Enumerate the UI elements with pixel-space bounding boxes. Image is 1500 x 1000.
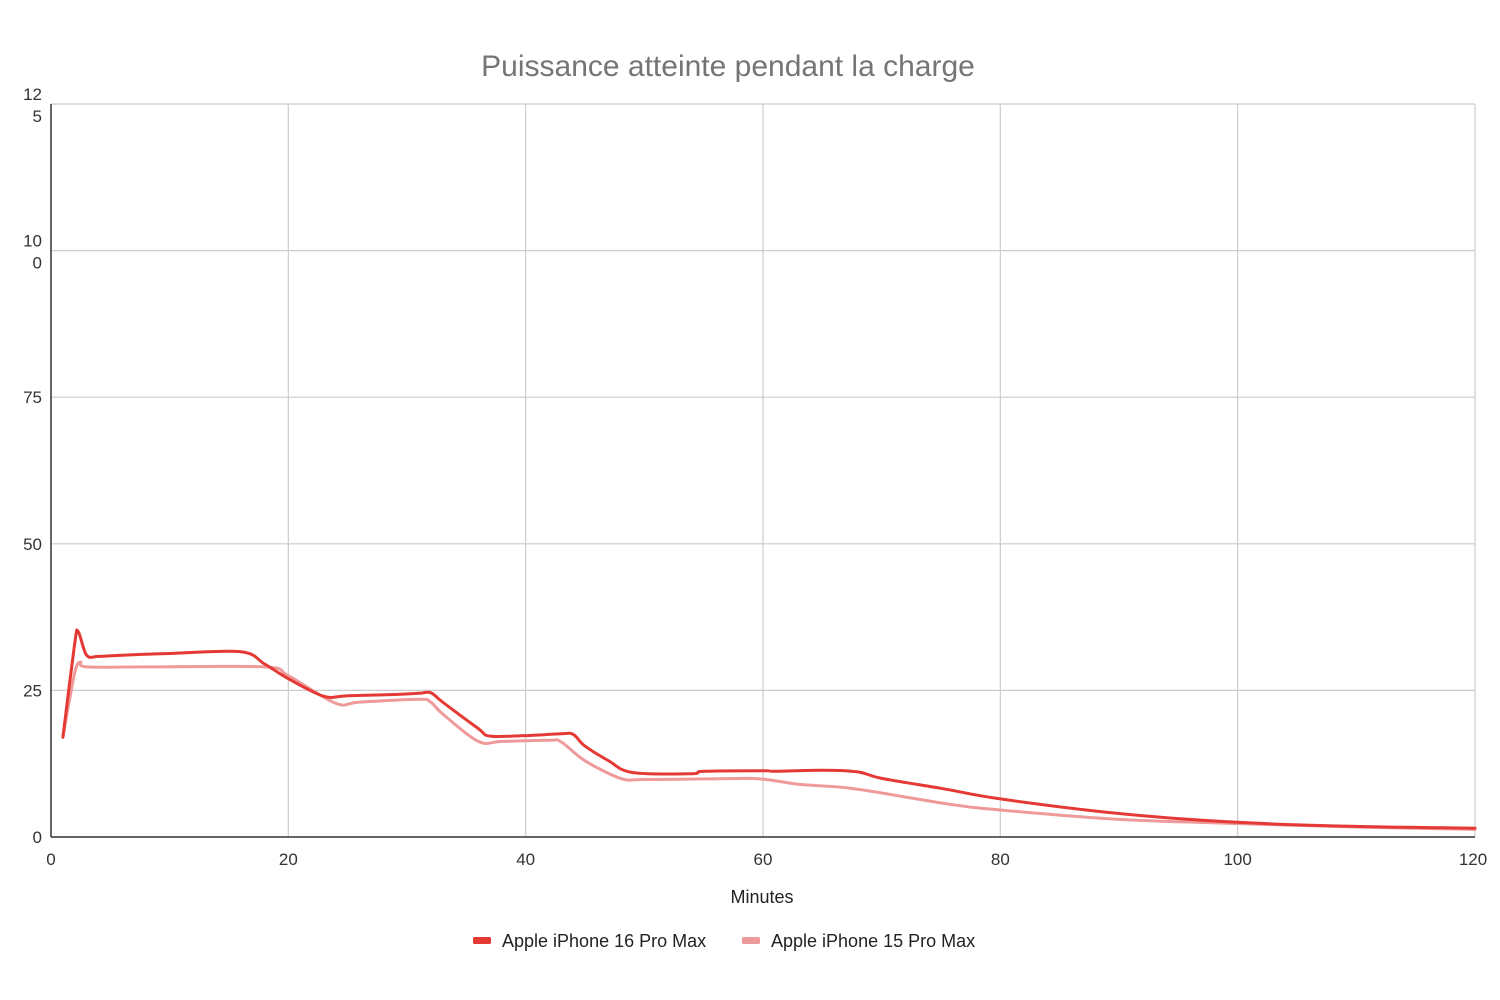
x-tick-label: 100 (1223, 850, 1251, 869)
legend-swatch (473, 937, 491, 944)
legend-item-apple-iphone-15-pro-max[interactable]: Apple iPhone 15 Pro Max (742, 931, 975, 951)
series-line-apple-iphone-15-pro-max (61, 660, 1477, 831)
y-tick-label-wrap: 5 (33, 107, 42, 126)
y-tick-label-wrap: 0 (33, 254, 42, 273)
legend[interactable]: Apple iPhone 16 Pro Max Apple iPhone 15 P… (473, 931, 975, 951)
x-tick-label: 60 (754, 850, 773, 869)
x-tick-label: 80 (991, 850, 1010, 869)
y-tick-label: 10 (23, 232, 42, 251)
series-lines (61, 628, 1477, 831)
y-tick-label: 0 (33, 828, 42, 847)
x-tick-label: 120 (1459, 850, 1487, 869)
legend-label: Apple iPhone 16 Pro Max (502, 931, 706, 951)
y-tick-label: 50 (23, 535, 42, 554)
axes (50, 104, 1475, 838)
series-line-apple-iphone-16-pro-max (61, 628, 1477, 830)
legend-label: Apple iPhone 15 Pro Max (771, 931, 975, 951)
x-tick-label: 40 (516, 850, 535, 869)
grid (51, 103, 1476, 837)
x-tick-label: 20 (279, 850, 298, 869)
y-tick-label: 25 (23, 681, 42, 700)
legend-swatch (742, 937, 760, 944)
chart-title: Puissance atteinte pendant la charge (481, 50, 975, 83)
y-tick-label: 75 (23, 388, 42, 407)
legend-item-apple-iphone-16-pro-max[interactable]: Apple iPhone 16 Pro Max (473, 931, 706, 951)
x-tick-label: 0 (46, 850, 55, 869)
y-tick-label: 12 (23, 85, 42, 104)
x-axis-label: Minutes (730, 887, 793, 907)
